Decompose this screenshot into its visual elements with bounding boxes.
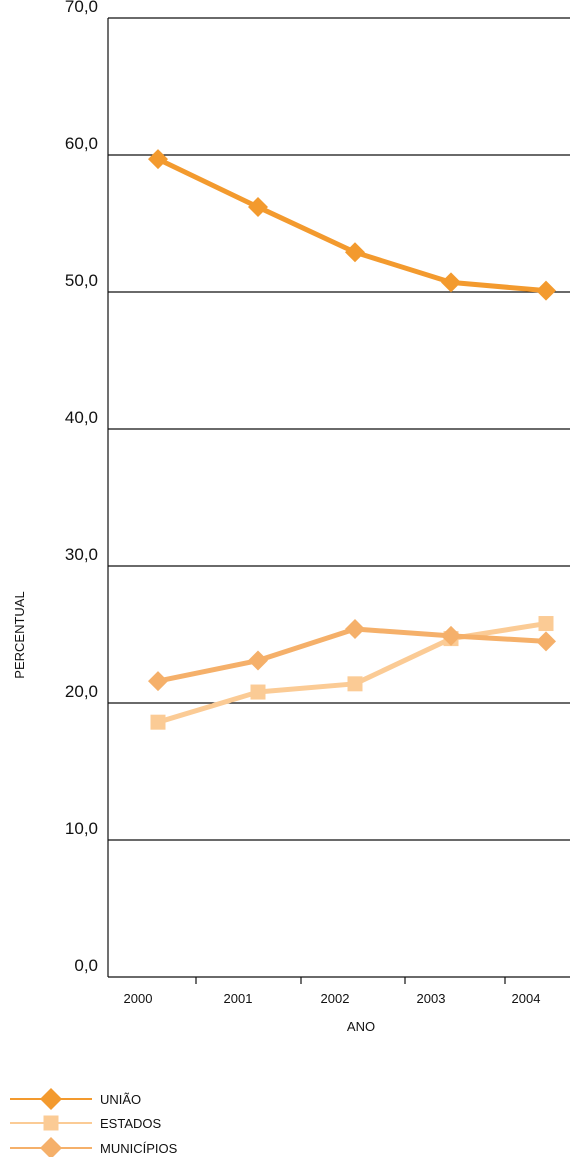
- data-point: [148, 149, 168, 170]
- data-point: [345, 619, 365, 640]
- series-municípios: [148, 619, 556, 692]
- legend-marker: [40, 1088, 62, 1110]
- legend-label: UNIÃO: [100, 1092, 141, 1107]
- legend-label: ESTADOS: [100, 1116, 161, 1131]
- y-tick-label: 70,0: [65, 0, 98, 16]
- y-tick-label: 20,0: [65, 682, 98, 701]
- x-tick-label: 2002: [321, 991, 350, 1006]
- y-tick-label: 40,0: [65, 408, 98, 427]
- x-tick-label: 2003: [417, 991, 446, 1006]
- legend-entry: UNIÃO: [10, 1088, 141, 1110]
- x-tick-labels: 2000 2001 2002 2003 2004: [124, 991, 541, 1006]
- legend: UNIÃO ESTADOS MUNICÍPIOS: [10, 1088, 178, 1157]
- series-group: [148, 149, 556, 730]
- series-line: [156, 156, 547, 294]
- x-tick-label: 2004: [512, 991, 541, 1006]
- data-point: [148, 671, 168, 692]
- series-união: [148, 149, 556, 301]
- legend-marker: [40, 1137, 62, 1157]
- legend-label: MUNICÍPIOS: [100, 1141, 178, 1156]
- data-point: [248, 650, 268, 671]
- x-axis-title: ANO: [347, 1019, 375, 1034]
- x-tick-label: 2000: [124, 991, 153, 1006]
- axes: [107, 18, 570, 984]
- y-tick-label: 30,0: [65, 545, 98, 564]
- y-tick-label: 0,0: [74, 956, 98, 975]
- data-point: [250, 684, 266, 700]
- y-tick-label: 50,0: [65, 271, 98, 290]
- data-point: [536, 631, 556, 652]
- y-axis-title: PERCENTUAL: [12, 591, 27, 678]
- y-tick-label: 10,0: [65, 819, 98, 838]
- data-point: [536, 280, 556, 301]
- data-point: [347, 676, 363, 692]
- series-estados: [150, 616, 554, 730]
- x-tick-label: 2001: [224, 991, 253, 1006]
- data-point: [345, 242, 365, 263]
- data-point: [150, 714, 166, 730]
- data-point: [248, 197, 268, 218]
- y-tick-labels: 0,0 10,0 20,0 30,0 40,0 50,0 60,0 70,0: [65, 0, 98, 975]
- data-point: [441, 625, 461, 646]
- legend-entry: MUNICÍPIOS: [10, 1137, 178, 1157]
- grid-lines: [108, 17, 570, 841]
- data-point: [538, 616, 554, 632]
- data-point: [441, 272, 461, 293]
- series-line: [157, 626, 547, 684]
- y-tick-label: 60,0: [65, 134, 98, 153]
- legend-marker: [43, 1115, 59, 1131]
- legend-entry: ESTADOS: [10, 1115, 161, 1131]
